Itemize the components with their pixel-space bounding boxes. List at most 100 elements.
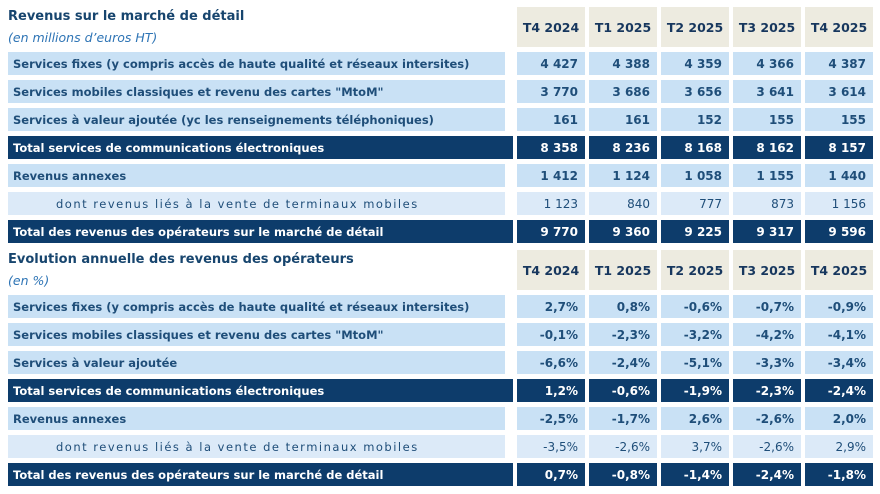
- value-cell: 152: [661, 108, 729, 131]
- value-cell: -2,3%: [733, 379, 801, 402]
- row-total-services-communications: Total services de communications électro…: [8, 379, 880, 402]
- value-cell: -1,9%: [661, 379, 729, 402]
- row-label: Total des revenus des opérateurs sur le …: [8, 463, 513, 486]
- column-gap: [505, 250, 517, 290]
- value-cell: 9 225: [661, 220, 729, 243]
- column-header-t2-2025: T2 2025: [661, 7, 729, 47]
- column-gap: [505, 435, 517, 458]
- row-services-mobiles: Services mobiles classiques et revenu de…: [8, 323, 880, 346]
- value-cell: 155: [805, 108, 873, 131]
- row-label: Services à valeur ajoutée: [8, 351, 505, 374]
- row-label: Services fixes (y compris accès de haute…: [8, 295, 505, 318]
- column-header-t3-2025: T3 2025: [733, 250, 801, 290]
- value-cell: 2,7%: [517, 295, 585, 318]
- value-cell: 777: [661, 192, 729, 215]
- revenue-table-header: Revenus sur le marché de détail (en mill…: [8, 7, 880, 47]
- value-cell: -3,2%: [661, 323, 729, 346]
- value-cell: -2,4%: [733, 463, 801, 486]
- value-cell: 1 155: [733, 164, 801, 187]
- value-cell: 873: [733, 192, 801, 215]
- value-cell: 840: [589, 192, 657, 215]
- value-cell: -6,6%: [517, 351, 585, 374]
- revenue-table-title-block: Revenus sur le marché de détail (en mill…: [8, 7, 505, 47]
- row-label: Revenus annexes: [8, 164, 505, 187]
- row-services-fixes: Services fixes (y compris accès de haute…: [8, 52, 880, 75]
- column-header-t4-2025: T4 2025: [805, 7, 873, 47]
- column-header-t4-2024: T4 2024: [517, 250, 585, 290]
- value-cell: 9 770: [517, 220, 585, 243]
- value-cell: 3 614: [805, 80, 873, 103]
- growth-table-unit: (en %): [8, 273, 50, 288]
- value-cell: -2,4%: [589, 351, 657, 374]
- column-gap: [505, 192, 517, 215]
- value-cell: -2,5%: [517, 407, 585, 430]
- value-cell: 2,6%: [661, 407, 729, 430]
- row-total-revenus-operateurs: Total des revenus des opérateurs sur le …: [8, 220, 880, 243]
- value-cell: 0,7%: [517, 463, 585, 486]
- value-cell: -3,5%: [517, 435, 585, 458]
- value-cell: 1 124: [589, 164, 657, 187]
- value-cell: 2,9%: [805, 435, 873, 458]
- column-gap: [505, 80, 517, 103]
- row-services-valeur-ajoutee: Services à valeur ajoutée (yc les rensei…: [8, 108, 880, 131]
- value-cell: 3 686: [589, 80, 657, 103]
- value-cell: 9 596: [805, 220, 873, 243]
- row-label: Revenus annexes: [8, 407, 505, 430]
- column-header-t1-2025: T1 2025: [589, 250, 657, 290]
- value-cell: -4,2%: [733, 323, 801, 346]
- value-cell: -2,3%: [589, 323, 657, 346]
- row-label: Total services de communications électro…: [8, 379, 513, 402]
- value-cell: 3 641: [733, 80, 801, 103]
- value-cell: -1,8%: [805, 463, 873, 486]
- row-services-mobiles: Services mobiles classiques et revenu de…: [8, 80, 880, 103]
- value-cell: -2,4%: [805, 379, 873, 402]
- value-cell: -1,7%: [589, 407, 657, 430]
- row-label: dont revenus liés à la vente de terminau…: [8, 435, 505, 458]
- column-gap: [505, 108, 517, 131]
- row-label: dont revenus liés à la vente de terminau…: [8, 192, 505, 215]
- revenue-table-unit: (en millions d’euros HT): [8, 30, 158, 45]
- row-label: Services à valeur ajoutée (yc les rensei…: [8, 108, 505, 131]
- value-cell: 9 360: [589, 220, 657, 243]
- row-label: Services mobiles classiques et revenu de…: [8, 323, 505, 346]
- value-cell: -4,1%: [805, 323, 873, 346]
- value-cell: -2,6%: [733, 435, 801, 458]
- value-cell: -5,1%: [661, 351, 729, 374]
- column-gap: [505, 52, 517, 75]
- value-cell: 155: [733, 108, 801, 131]
- value-cell: -0,1%: [517, 323, 585, 346]
- value-cell: 3,7%: [661, 435, 729, 458]
- value-cell: -3,3%: [733, 351, 801, 374]
- value-cell: -0,6%: [589, 379, 657, 402]
- row-revenus-annexes: Revenus annexes 1 412 1 124 1 058 1 155 …: [8, 164, 880, 187]
- growth-table-title: Evolution annuelle des revenus des opéra…: [8, 252, 354, 267]
- value-cell: 1,2%: [517, 379, 585, 402]
- value-cell: 4 388: [589, 52, 657, 75]
- value-cell: 4 427: [517, 52, 585, 75]
- value-cell: -0,7%: [733, 295, 801, 318]
- value-cell: 8 358: [517, 136, 585, 159]
- row-label: Services mobiles classiques et revenu de…: [8, 80, 505, 103]
- row-total-services-communications: Total services de communications électro…: [8, 136, 880, 159]
- growth-table-title-block: Evolution annuelle des revenus des opéra…: [8, 250, 505, 290]
- value-cell: -0,8%: [589, 463, 657, 486]
- column-header-t2-2025: T2 2025: [661, 250, 729, 290]
- row-services-fixes: Services fixes (y compris accès de haute…: [8, 295, 880, 318]
- value-cell: 1 440: [805, 164, 873, 187]
- value-cell: 161: [589, 108, 657, 131]
- value-cell: 1 156: [805, 192, 873, 215]
- value-cell: 4 366: [733, 52, 801, 75]
- row-revenus-annexes: Revenus annexes -2,5% -1,7% 2,6% -2,6% 2…: [8, 407, 880, 430]
- value-cell: 8 157: [805, 136, 873, 159]
- column-gap: [505, 7, 517, 47]
- value-cell: 4 387: [805, 52, 873, 75]
- row-services-valeur-ajoutee: Services à valeur ajoutée -6,6% -2,4% -5…: [8, 351, 880, 374]
- column-header-t4-2025: T4 2025: [805, 250, 873, 290]
- value-cell: 1 123: [517, 192, 585, 215]
- value-cell: 2,0%: [805, 407, 873, 430]
- value-cell: -3,4%: [805, 351, 873, 374]
- value-cell: 9 317: [733, 220, 801, 243]
- column-header-t3-2025: T3 2025: [733, 7, 801, 47]
- value-cell: -1,4%: [661, 463, 729, 486]
- column-gap: [505, 407, 517, 430]
